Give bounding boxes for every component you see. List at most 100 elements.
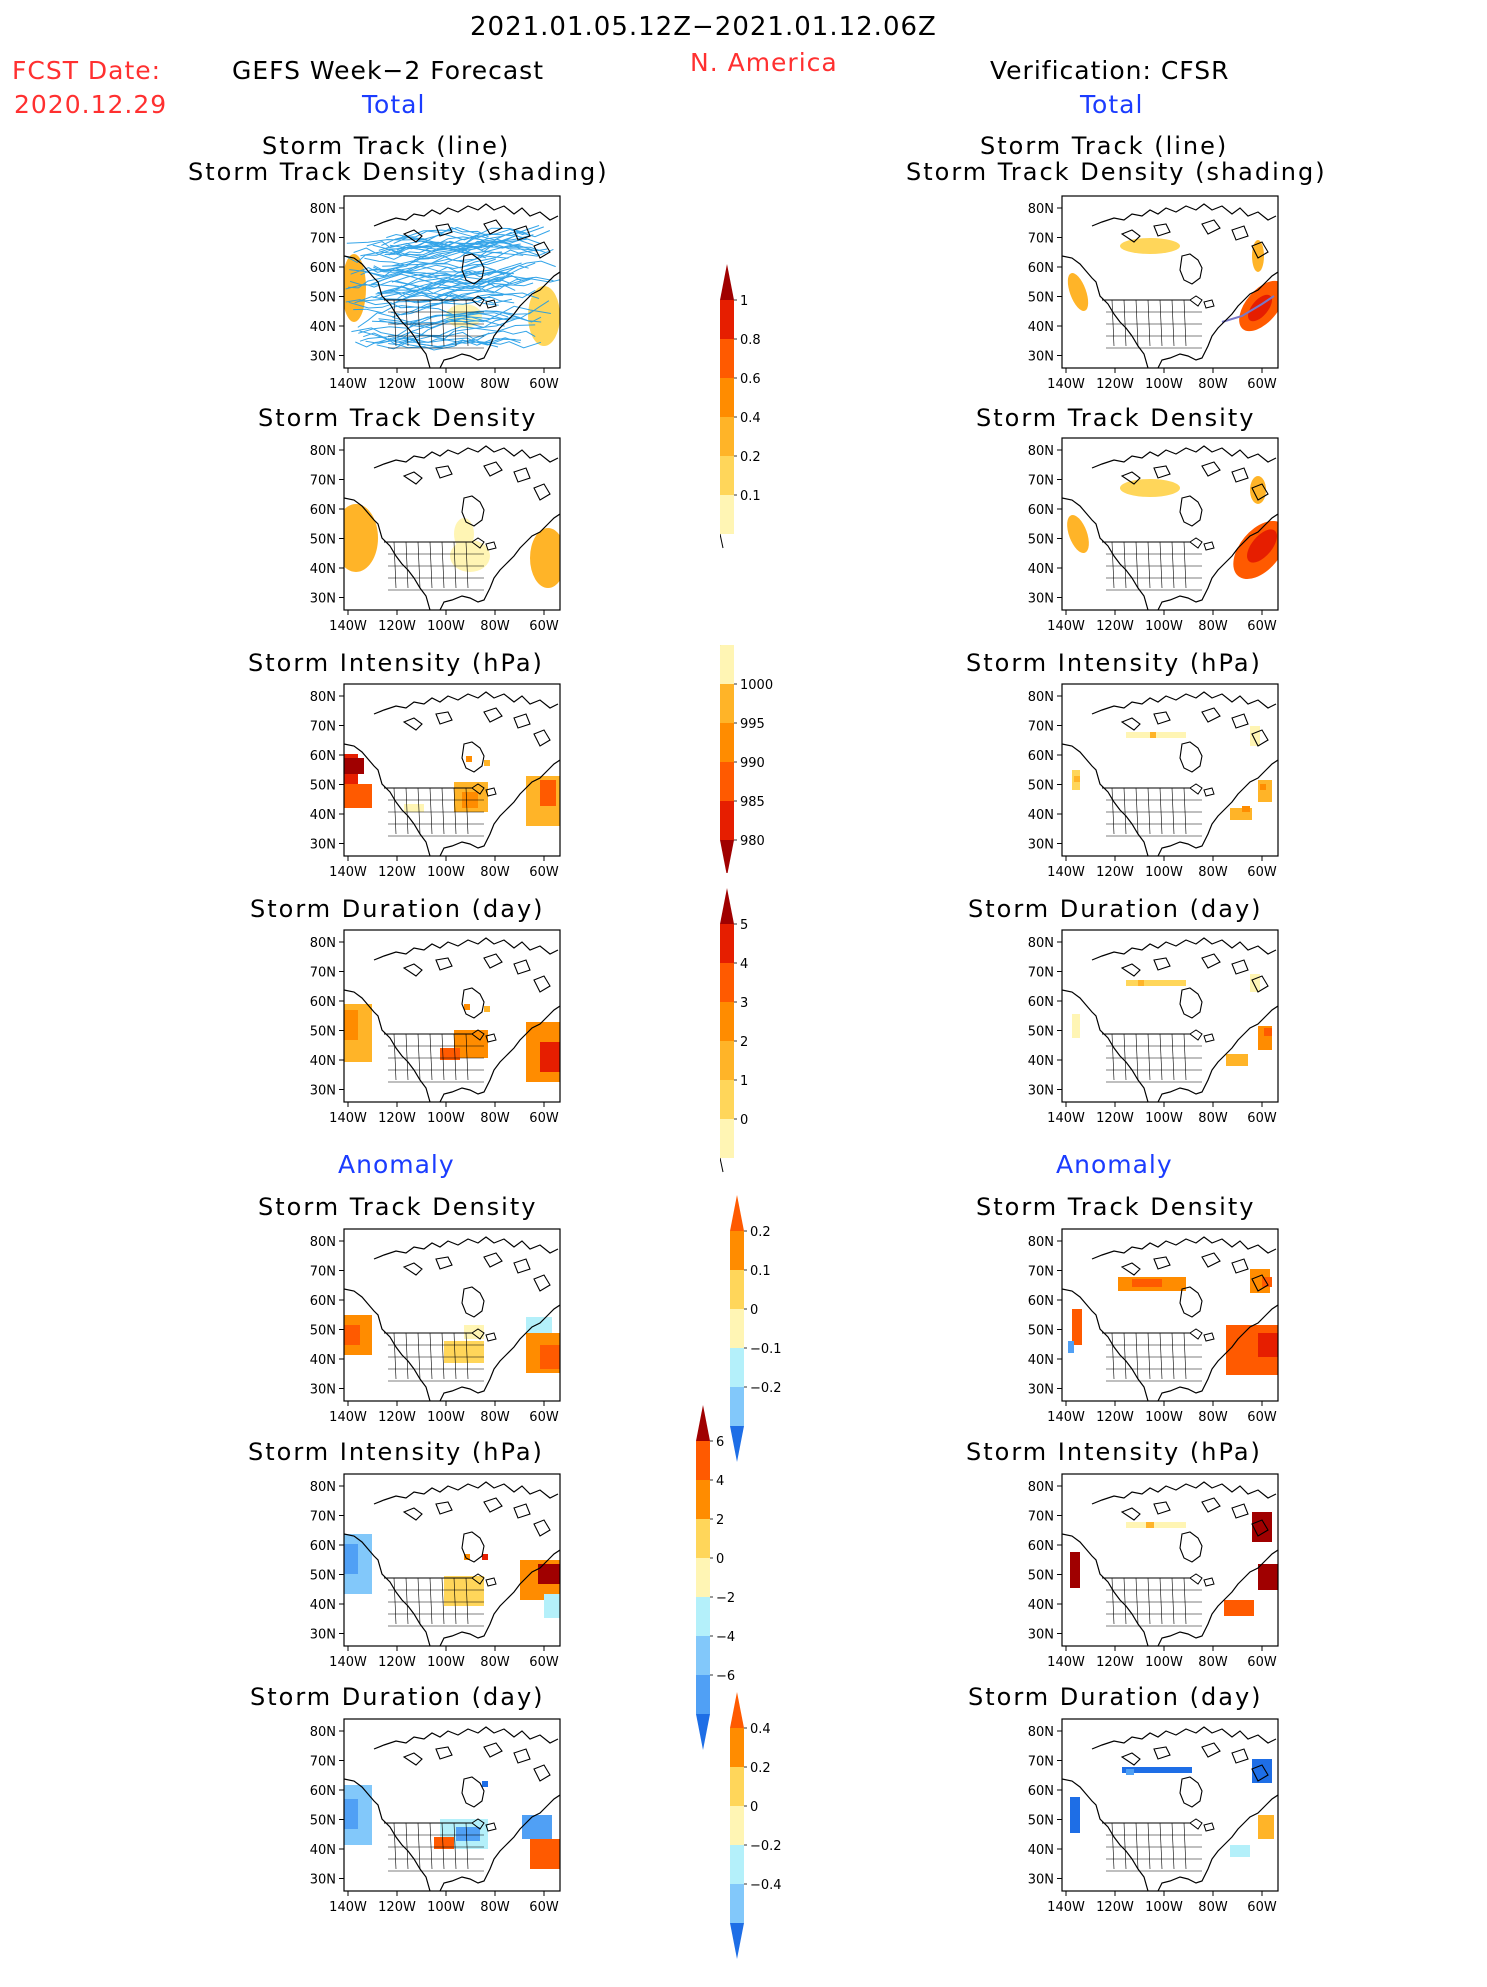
colorbar-swatch [720,684,734,723]
map-panel: 80N 70N 60N 50N 40N 30N 140W 120W 100W 80W 60W [1002,437,1288,644]
colorbar-swatch [720,1002,734,1041]
lat-tick-label: 70N [310,966,336,981]
colorbar-duration-total: 5 4 3 2 1 0 [719,888,810,1183]
map-svg: 80N 70N 60N 50N 40N 30N 140W 120W 100W 80W 60W [1028,1718,1279,1915]
map-svg: 80N 70N 60N 50N 40N 30N 140W 120W 100W 80W 60W [1028,195,1279,392]
lat-tick-label: 70N [1028,1510,1054,1525]
lat-tick-label: 30N [1028,1628,1054,1643]
lon-tick-label: 140W [1047,1655,1085,1670]
colorbar-tick-label: −4 [716,1630,735,1645]
lat-tick-label: 60N [1028,1784,1054,1799]
colorbar-swatch [720,723,734,762]
lat-tick-label: 30N [1028,592,1054,607]
lon-tick-label: 80W [480,1900,510,1915]
lon-tick-label: 140W [1047,1900,1085,1915]
right-total-label: Total [1080,90,1144,119]
right-duration-title: Storm Duration (day) [968,895,1263,923]
colorbar-swatch [696,1636,710,1675]
left-anom-intensity-title: Storm Intensity (hPa) [248,1438,544,1466]
right-anomaly-label: Anomaly [1056,1150,1173,1179]
lon-tick-label: 60W [1247,1410,1277,1425]
map-panel: 80N 70N 60N 50N 40N 30N 140W 120W 100W 80W 60W [284,929,570,1136]
map-panel: 80N 70N 60N 50N 40N 30N 140W 120W 100W 80W 60W [1002,195,1288,402]
lat-tick-label: 40N [310,320,336,335]
colorbar-tick-label: −0.2 [750,1381,782,1396]
lat-tick-label: 40N [310,1598,336,1613]
map-svg: 80N 70N 60N 50N 40N 30N 140W 120W 100W 80W 60W [1028,1473,1279,1670]
colorbar-swatch [730,1767,744,1806]
colorbar-tick-label: 0 [716,1552,724,1567]
lat-tick-label: 70N [1028,966,1054,981]
lat-tick-label: 70N [1028,1755,1054,1770]
lon-tick-label: 140W [329,1900,367,1915]
lon-tick-label: 100W [427,865,465,880]
date-range: 2021.01.05.12Z−2021.01.12.06Z [470,12,937,42]
lon-tick-label: 60W [1247,619,1277,634]
right-density-title: Storm Track Density [976,404,1256,432]
lon-tick-label: 120W [1096,1410,1134,1425]
lon-tick-label: 80W [480,377,510,392]
lon-tick-label: 80W [1198,1900,1228,1915]
lat-tick-label: 30N [310,592,336,607]
map-panel: 80N 70N 60N 50N 40N 30N 140W 120W 100W 80W 60W [284,195,570,402]
colorbar-swatch [720,378,734,417]
colorbar-tick-label: −0.4 [750,1878,782,1893]
lat-tick-label: 80N [310,1725,336,1740]
colorbar-tick-label: 1000 [740,678,773,693]
map-svg: 80N 70N 60N 50N 40N 30N 140W 120W 100W 80W 60W [1028,929,1279,1126]
left-track-title-2: Storm Track Density (shading) [188,158,609,186]
lon-tick-label: 140W [329,1410,367,1425]
colorbar-swatch [730,1387,744,1426]
colorbar-tick-label: 980 [740,834,765,849]
lon-tick-label: 60W [1247,377,1277,392]
fcst-date: 2020.12.29 [14,90,168,119]
lat-tick-label: 50N [1028,1569,1054,1584]
lon-tick-label: 140W [329,865,367,880]
lon-tick-label: 140W [329,377,367,392]
lon-tick-label: 100W [427,1655,465,1670]
lat-tick-label: 70N [310,1755,336,1770]
colorbar-swatch [720,801,734,840]
lon-tick-label: 120W [1096,377,1134,392]
lat-tick-label: 80N [310,202,336,217]
right-anom-intensity-title: Storm Intensity (hPa) [966,1438,1262,1466]
lon-tick-label: 100W [1145,1900,1183,1915]
colorbar-swatch [730,1231,744,1270]
lon-tick-label: 100W [1145,1655,1183,1670]
lat-tick-label: 50N [1028,1814,1054,1829]
colorbar-swatch [730,1692,744,1728]
lat-tick-label: 70N [1028,720,1054,735]
colorbar-tick-label: −0.1 [750,1342,782,1357]
lon-tick-label: 80W [480,619,510,634]
lat-tick-label: 40N [310,1843,336,1858]
colorbar-swatch [730,1806,744,1845]
lon-tick-label: 120W [378,1410,416,1425]
lon-tick-label: 120W [1096,1900,1134,1915]
lat-tick-label: 30N [310,1084,336,1099]
colorbar-swatch [696,1675,710,1714]
lon-tick-label: 80W [480,1111,510,1126]
lat-tick-label: 80N [1028,444,1054,459]
lon-tick-label: 80W [480,1655,510,1670]
left-duration-title: Storm Duration (day) [250,895,545,923]
lat-tick-label: 70N [310,720,336,735]
lat-tick-label: 80N [1028,202,1054,217]
lon-tick-label: 60W [529,1655,559,1670]
colorbar-swatch [720,888,734,924]
lat-tick-label: 50N [310,533,336,548]
colorbar-swatch [720,762,734,801]
colorbar-tick-label: 5 [740,918,748,933]
lat-tick-label: 70N [1028,474,1054,489]
map-svg: 80N 70N 60N 50N 40N 30N 140W 120W 100W 80W 60W [310,1718,561,1915]
lat-tick-label: 80N [310,1480,336,1495]
lon-tick-label: 120W [1096,865,1134,880]
colorbar-intensity-total: 1000 995 990 985 980 [719,630,810,877]
lon-tick-label: 80W [480,865,510,880]
lat-tick-label: 60N [1028,261,1054,276]
colorbar-tick-label: 4 [740,957,748,972]
lon-tick-label: 80W [1198,377,1228,392]
lat-tick-label: 40N [310,808,336,823]
lat-tick-label: 40N [1028,1054,1054,1069]
lat-tick-label: 80N [1028,936,1054,951]
colorbar-tick-label: 2 [716,1513,724,1528]
